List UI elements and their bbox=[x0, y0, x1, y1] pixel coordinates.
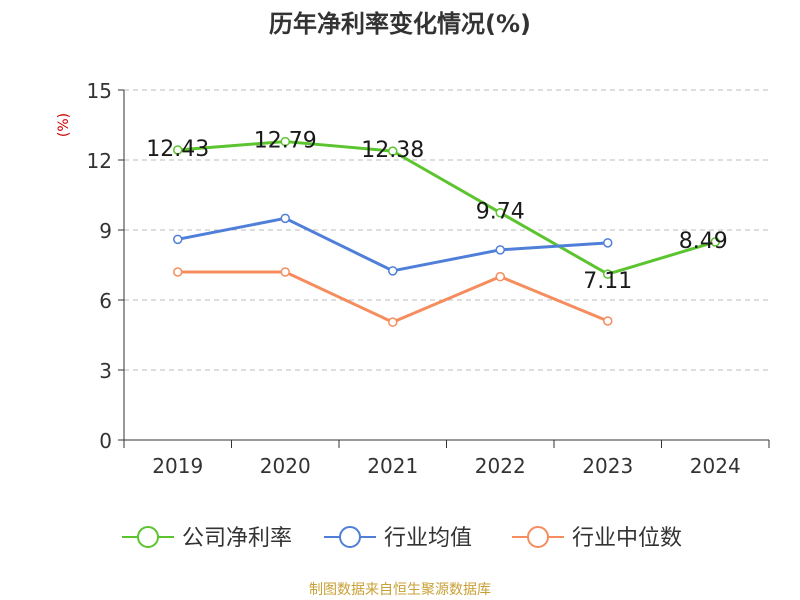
data-label: 12.43 bbox=[146, 137, 209, 162]
y-tick-label: 0 bbox=[99, 429, 112, 453]
data-label: 9.74 bbox=[476, 200, 525, 225]
chart-title: 历年净利率变化情况(%) bbox=[269, 10, 531, 38]
axes: 0 3 6 9 12 15 2019 2020 2021 2022 2023 2024 bbox=[87, 79, 770, 478]
y-tick-label: 12 bbox=[87, 149, 112, 173]
data-label: 12.79 bbox=[254, 129, 317, 154]
x-tick-label: 2024 bbox=[690, 454, 741, 478]
legend-label: 行业均值 bbox=[384, 526, 472, 551]
data-point bbox=[603, 316, 613, 326]
data-label: 12.38 bbox=[361, 138, 424, 163]
y-tick-label: 15 bbox=[87, 79, 112, 103]
legend-label: 公司净利率 bbox=[182, 526, 292, 551]
data-point bbox=[710, 237, 720, 247]
source-note: 制图数据来自恒生聚源数据库 bbox=[309, 582, 491, 598]
data-point bbox=[603, 238, 613, 248]
data-point bbox=[495, 271, 505, 282]
data-point bbox=[173, 234, 183, 245]
x-tick-label: 2022 bbox=[475, 454, 526, 478]
data-point bbox=[388, 146, 398, 156]
data-point bbox=[280, 267, 290, 277]
legend-item-1[interactable]: 公司净利率 bbox=[122, 526, 292, 551]
series bbox=[173, 136, 720, 327]
data-point bbox=[173, 145, 183, 155]
series-line-3 bbox=[176, 270, 610, 324]
x-tick-label: 2023 bbox=[582, 454, 633, 478]
data-point bbox=[495, 207, 505, 218]
data-point bbox=[173, 267, 183, 277]
data-point bbox=[495, 245, 505, 255]
legend-swatch-marker bbox=[137, 526, 159, 548]
data-labels: 12.43 12.79 12.38 9.74 7.11 8.49 bbox=[146, 129, 727, 295]
series-line-1 bbox=[176, 140, 717, 276]
x-tick-label: 2020 bbox=[260, 454, 311, 478]
data-label: 8.49 bbox=[679, 229, 728, 254]
data-point bbox=[280, 136, 290, 147]
data-label: 7.11 bbox=[583, 269, 632, 294]
y-tick-label: 9 bbox=[99, 219, 112, 243]
data-point bbox=[603, 269, 613, 279]
y-axis-label: (%) bbox=[56, 113, 72, 137]
data-point bbox=[388, 266, 398, 276]
legend: 公司净利率 行业均值 行业中位数 bbox=[122, 526, 682, 551]
legend-swatch-marker bbox=[339, 526, 361, 548]
data-point bbox=[388, 317, 398, 327]
y-tick-label: 3 bbox=[99, 359, 112, 383]
legend-item-2[interactable]: 行业均值 bbox=[324, 526, 472, 551]
x-tick-label: 2021 bbox=[367, 454, 418, 478]
y-tick-label: 6 bbox=[99, 289, 112, 313]
legend-swatch-marker bbox=[527, 526, 549, 548]
series-line-2 bbox=[176, 216, 610, 273]
legend-item-3[interactable]: 行业中位数 bbox=[512, 526, 682, 551]
data-point bbox=[280, 213, 290, 224]
legend-label: 行业中位数 bbox=[572, 526, 682, 551]
x-tick-label: 2019 bbox=[152, 454, 203, 478]
